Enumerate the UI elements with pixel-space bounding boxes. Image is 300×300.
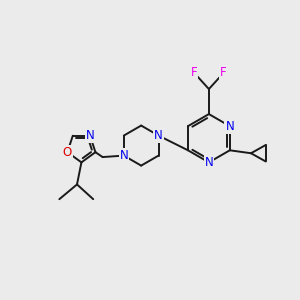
Text: N: N [119, 149, 128, 162]
Text: F: F [191, 66, 197, 80]
Text: N: N [86, 129, 94, 142]
Text: N: N [225, 120, 234, 133]
Text: N: N [154, 129, 163, 142]
Text: N: N [205, 156, 213, 169]
Text: F: F [220, 66, 227, 80]
Text: O: O [63, 146, 72, 159]
